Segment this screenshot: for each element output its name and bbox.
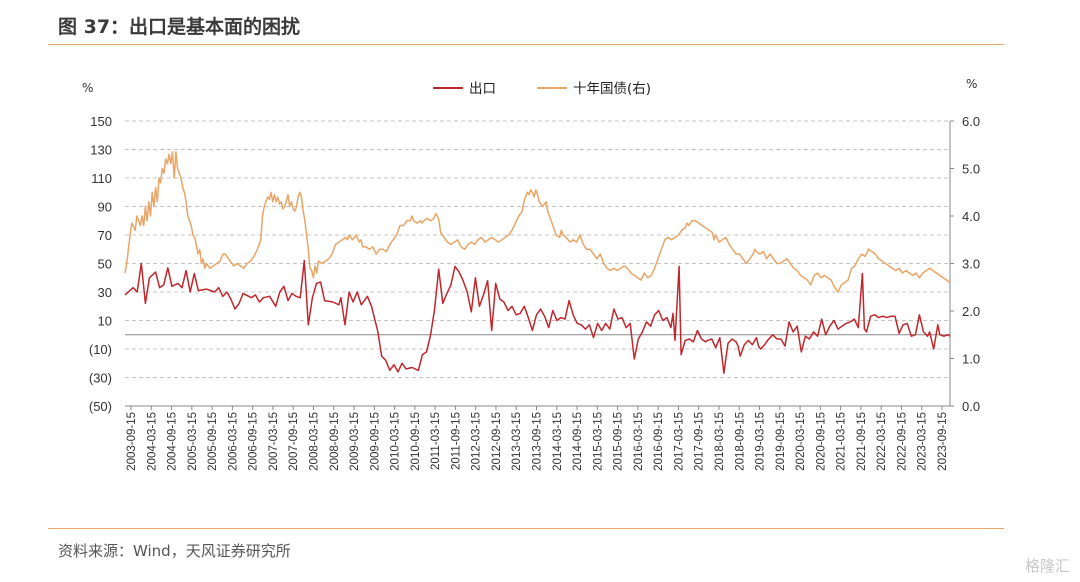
x-tick-label: 2013-09-15 — [532, 412, 544, 471]
x-tick-label: 2015-03-15 — [592, 412, 604, 471]
legend-label: 出口 — [469, 81, 496, 97]
left-tick-label: 50 — [98, 257, 112, 272]
figure-title: 图 37：出口是基本面的困扰 — [58, 16, 301, 38]
x-tick-label: 2021-09-15 — [856, 412, 868, 471]
x-tick-label: 2004-03-15 — [146, 412, 158, 471]
x-tick-label: 2019-03-15 — [755, 412, 767, 471]
left-tick-label: 10 — [98, 314, 112, 329]
x-tick-label: 2005-03-15 — [187, 412, 199, 471]
x-tick-label: 2011-03-15 — [430, 412, 442, 470]
x-tick-label: 2017-03-15 — [673, 412, 685, 471]
x-tick-label: 2023-09-15 — [937, 412, 949, 471]
watermark: 格隆汇 — [1024, 557, 1070, 575]
x-tick-label: 2023-03-15 — [917, 412, 929, 471]
x-tick-label: 2017-09-15 — [694, 412, 706, 471]
left-tick-label: (50) — [89, 399, 112, 414]
left-tick-label: 30 — [98, 285, 112, 300]
x-tick-label: 2022-09-15 — [896, 412, 908, 471]
right-axis: 6.0 5.0 4.0 3.0 2.0 1.0 0.0 — [949, 114, 980, 414]
x-tick-label: 2012-03-15 — [471, 412, 483, 471]
left-tick-label: 110 — [91, 171, 112, 186]
x-tick-label: 2009-03-15 — [349, 412, 361, 471]
series-line-export — [124, 259, 951, 374]
x-tick-label: 2008-09-15 — [329, 412, 341, 471]
legend-label: 十年国债(右) — [573, 81, 651, 97]
right-tick-label: 4.0 — [962, 209, 980, 224]
x-tick-label: 2019-09-15 — [775, 412, 787, 471]
x-tick-label: 2007-09-15 — [288, 412, 300, 471]
x-tick-label: 2014-09-15 — [572, 412, 584, 471]
x-tick-label: 2014-03-15 — [552, 412, 564, 471]
x-tick-label: 2004-09-15 — [167, 412, 179, 471]
series-line-bond — [124, 151, 951, 293]
right-tick-label: 0.0 — [962, 399, 980, 414]
x-tick-label: 2009-09-15 — [369, 412, 381, 471]
x-tick-label: 2020-09-15 — [815, 412, 827, 471]
left-axis: 150 130 110 90 70 50 30 10 (10) (30) (50) — [89, 114, 112, 414]
left-tick-label: 130 — [90, 143, 112, 158]
x-tick-label: 2016-03-15 — [633, 412, 645, 471]
legend: 出口 十年国债(右) — [433, 81, 651, 97]
x-tick-label: 2010-03-15 — [390, 412, 402, 471]
x-tick-label: 2022-03-15 — [876, 412, 888, 471]
right-tick-label: 2.0 — [962, 304, 980, 319]
right-tick-label: 6.0 — [962, 114, 980, 129]
left-tick-label: (10) — [89, 342, 112, 357]
x-tick-label: 2018-09-15 — [734, 412, 746, 471]
x-tick-label: 2016-09-15 — [653, 412, 665, 471]
x-tick-label: 2020-03-15 — [795, 412, 807, 471]
x-tick-label: 2012-09-15 — [491, 412, 503, 471]
x-tick-label: 2008-03-15 — [308, 412, 320, 471]
x-tick-label: 2006-09-15 — [248, 412, 260, 471]
x-tick-label: 2010-09-15 — [410, 412, 422, 471]
x-tick-label: 2011-09-15 — [450, 412, 462, 470]
left-tick-label: 90 — [98, 200, 112, 215]
grid-lines — [125, 120, 950, 378]
x-tick-label: 2015-09-15 — [613, 412, 625, 471]
title-rule — [48, 44, 1004, 45]
left-tick-label: 150 — [90, 114, 112, 129]
left-unit: % — [82, 81, 93, 95]
x-tick-label: 2006-03-15 — [227, 412, 239, 471]
x-tick-label: 2003-09-15 — [126, 412, 138, 471]
right-tick-label: 3.0 — [962, 257, 980, 272]
x-tick-label: 2021-03-15 — [836, 412, 848, 471]
x-tick-label: 2013-03-15 — [511, 412, 523, 471]
x-tick-label: 2018-03-15 — [714, 412, 726, 471]
right-unit: % — [966, 77, 977, 91]
right-tick-label: 5.0 — [962, 162, 980, 177]
source-note: 资料来源：Wind，天风证券研究所 — [58, 542, 291, 560]
x-axis: 2003-09-15 2004-03-15 2004-09-15 2005-03-15… — [125, 405, 950, 471]
series-lines — [124, 151, 951, 374]
left-tick-label: (30) — [89, 371, 112, 386]
footer-rule — [48, 528, 1004, 529]
left-tick-label: 70 — [98, 228, 112, 243]
x-tick-label: 2005-09-15 — [207, 412, 219, 471]
x-tick-label: 2007-03-15 — [268, 412, 280, 471]
export-bond-chart: 150 130 110 90 70 50 30 10 (10) (30) (50) 6.0 5.0 4.… — [82, 77, 980, 471]
right-tick-label: 1.0 — [962, 352, 980, 367]
